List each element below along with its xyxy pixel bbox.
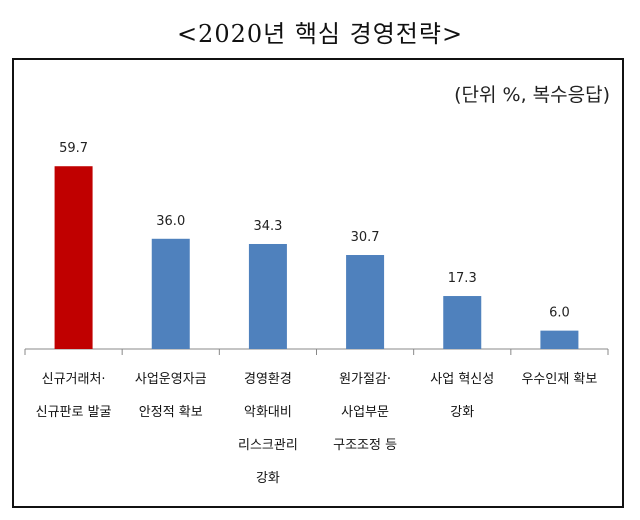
category-label: 신규판로 발굴	[36, 405, 112, 420]
category-label: 사업부문	[341, 405, 389, 420]
data-label: 30.7	[351, 230, 380, 245]
category-label: 강화	[256, 471, 280, 486]
data-label: 59.7	[59, 141, 88, 156]
data-label: 34.3	[253, 219, 282, 234]
category-label: 우수인재 확보	[521, 372, 597, 387]
category-label: 구조조정 등	[333, 438, 397, 453]
data-label: 6.0	[549, 306, 570, 321]
bar	[443, 296, 482, 349]
category-label: 안정적 확보	[139, 405, 203, 420]
bar	[346, 255, 385, 349]
bar	[151, 238, 190, 349]
category-label: 원가절감·	[339, 372, 391, 387]
data-label: 36.0	[156, 214, 185, 229]
category-label: 사업운영자금	[135, 372, 207, 387]
bar	[540, 330, 579, 349]
data-label: 17.3	[448, 271, 477, 286]
page-title: <2020년 핵심 경영전략>	[176, 20, 464, 48]
category-label: 신규거래처·	[42, 372, 106, 387]
unit-note: (단위 %, 복수응답)	[454, 84, 610, 106]
category-label: 악화대비	[244, 405, 292, 420]
bar	[54, 166, 93, 349]
chart-frame	[12, 58, 624, 508]
bar	[248, 243, 287, 349]
category-label: 리스크관리	[238, 438, 298, 453]
category-label: 사업 혁신성	[430, 372, 494, 387]
category-label: 경영환경	[244, 372, 292, 387]
category-label: 강화	[450, 405, 474, 420]
